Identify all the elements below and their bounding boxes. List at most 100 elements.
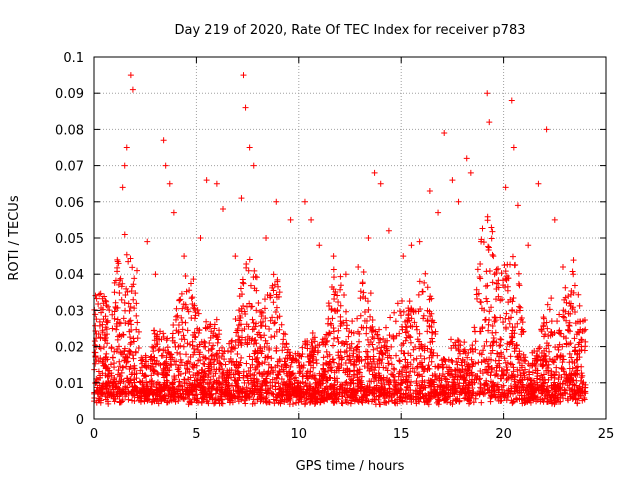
data-point (359, 394, 365, 401)
data-point (363, 397, 370, 404)
data-point (481, 342, 488, 349)
data-point (414, 326, 420, 333)
data-point (544, 383, 551, 390)
data-point (374, 331, 381, 338)
data-point (205, 356, 212, 363)
data-point (406, 298, 413, 305)
data-point (515, 280, 522, 287)
data-point (153, 391, 160, 398)
data-point (129, 86, 136, 93)
data-point (213, 387, 220, 394)
data-point (509, 253, 516, 260)
data-point (162, 162, 169, 169)
data-point (191, 349, 198, 356)
data-point (560, 356, 567, 363)
data-point (472, 395, 479, 402)
data-point (246, 353, 253, 360)
data-point (567, 340, 574, 347)
data-point (205, 365, 212, 372)
data-point (209, 395, 216, 402)
data-point (535, 180, 542, 187)
data-point (565, 327, 572, 334)
data-point (519, 376, 526, 383)
data-point (173, 313, 180, 320)
data-point (480, 347, 487, 354)
data-point (216, 359, 223, 366)
data-point (519, 329, 526, 336)
data-point (269, 284, 276, 291)
data-point (581, 327, 588, 334)
data-point (122, 393, 129, 400)
data-point (201, 343, 208, 350)
data-point (503, 310, 510, 317)
data-point (262, 398, 269, 405)
data-point (365, 306, 372, 313)
data-point (289, 387, 296, 394)
data-point (295, 379, 302, 386)
data-point (249, 361, 256, 368)
data-point (512, 261, 519, 268)
data-point (533, 358, 540, 365)
data-point (554, 318, 561, 325)
data-point (250, 379, 257, 386)
data-point (211, 378, 218, 385)
y-tick-label: 0.07 (55, 160, 84, 175)
data-point (493, 285, 500, 292)
data-point (444, 383, 451, 390)
data-point (256, 370, 263, 377)
data-point (254, 331, 261, 338)
data-point (328, 283, 335, 290)
data-point (425, 397, 432, 404)
data-point (330, 266, 337, 273)
data-point (91, 338, 98, 345)
data-point (460, 380, 467, 387)
data-point (152, 361, 159, 368)
data-point (252, 348, 259, 355)
data-point (173, 327, 180, 334)
data-point (292, 374, 299, 381)
data-point (320, 354, 327, 361)
data-point (95, 358, 102, 365)
data-point (272, 308, 279, 315)
data-point (234, 369, 241, 376)
data-point (245, 380, 252, 387)
data-point (114, 393, 121, 400)
x-tick-label: 20 (495, 427, 512, 442)
data-point (502, 268, 509, 275)
data-point (485, 244, 492, 251)
data-point (136, 378, 143, 385)
data-point (198, 338, 205, 345)
data-point (550, 385, 557, 392)
data-point (278, 392, 285, 399)
data-point (153, 358, 160, 365)
data-point (363, 330, 370, 337)
data-point (331, 399, 338, 406)
data-point (168, 351, 175, 358)
data-point (120, 315, 127, 322)
data-point (250, 274, 257, 281)
data-point (566, 379, 573, 386)
data-point (258, 313, 265, 320)
data-point (304, 341, 311, 348)
data-point (121, 231, 128, 238)
y-tick-label: 0.09 (55, 87, 84, 102)
data-point (328, 306, 335, 313)
data-point (420, 312, 427, 319)
data-point (489, 347, 496, 354)
data-point (183, 380, 190, 387)
data-point (321, 335, 328, 342)
data-point (321, 389, 328, 396)
data-point (320, 395, 327, 402)
data-point (406, 392, 413, 399)
data-point (273, 294, 280, 301)
data-point (548, 295, 555, 302)
x-axis-label: GPS time / hours (296, 459, 405, 474)
data-point (508, 385, 515, 392)
data-point (454, 366, 461, 373)
data-point (324, 320, 331, 327)
data-point (289, 370, 296, 377)
data-point (261, 296, 268, 303)
data-point (369, 341, 376, 348)
data-point (546, 356, 553, 363)
data-point (379, 356, 386, 363)
